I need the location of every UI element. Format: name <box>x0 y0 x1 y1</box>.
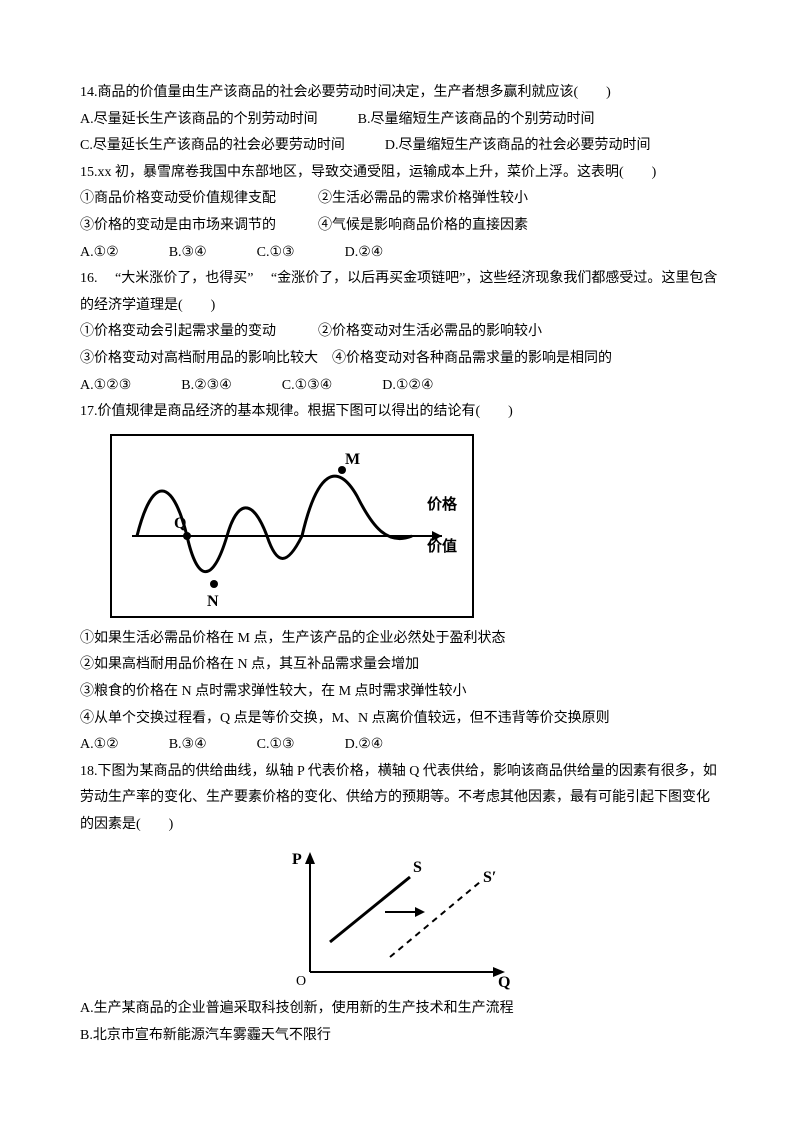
q17-chart: Q M N 价格 价值 <box>110 434 474 618</box>
q16-option-a: A.①②③ <box>80 373 131 400</box>
q18-label-Q: Q <box>498 974 510 991</box>
q15-option-b: B.③④ <box>169 240 207 267</box>
q15-option-c: C.①③ <box>257 240 295 267</box>
q14-option-b: B.尽量缩短生产该商品的个别劳动时间 <box>358 107 595 134</box>
q17-option-a: A.①② <box>80 732 119 759</box>
q17-stem: 17.价值规律是商品经济的基本规律。根据下图可以得出的结论有( ) <box>80 399 720 426</box>
q15-option-a: A.①② <box>80 240 119 267</box>
q18-label-S: S <box>413 859 422 876</box>
q15-statements-1: ①商品价格变动受价值规律支配 ②生活必需品的需求价格弹性较小 <box>80 186 720 213</box>
q16-options: A.①②③ B.②③④ C.①③④ D.①②④ <box>80 373 720 400</box>
q18-chart: P Q O S S′ <box>270 842 530 992</box>
q17-option-b: B.③④ <box>169 732 207 759</box>
q17-label-value: 价值 <box>427 537 457 555</box>
q18-label-S2: S′ <box>483 869 496 886</box>
q15-stem: 15.xx 初，暴雪席卷我国中东部地区，导致交通受阻，运输成本上升，菜价上浮。这… <box>80 160 720 187</box>
q15-statements-2: ③价格的变动是由市场来调节的 ④气候是影响商品价格的直接因素 <box>80 213 720 240</box>
q16-option-d: D.①②④ <box>382 373 433 400</box>
q14-option-d: D.尽量缩短生产该商品的社会必要劳动时间 <box>385 133 651 160</box>
q16-option-b: B.②③④ <box>181 373 232 400</box>
q17-option-d: D.②④ <box>345 732 384 759</box>
q17-statement-4: ④从单个交换过程看，Q 点是等价交换，M、N 点离价值较远，但不违背等价交换原则 <box>80 706 720 733</box>
q17-chart-svg: Q M N 价格 价值 <box>112 436 472 616</box>
document-page: 14.商品的价值量由生产该商品的社会必要劳动时间决定，生产者想多赢利就应该( )… <box>0 0 800 1090</box>
q14-option-a: A.尽量延长生产该商品的个别劳动时间 <box>80 107 318 134</box>
q18-option-b: B.北京市宣布新能源汽车雾霾天气不限行 <box>80 1023 720 1050</box>
q14-option-c: C.尽量延长生产该商品的社会必要劳动时间 <box>80 133 345 160</box>
q15-option-d: D.②④ <box>345 240 384 267</box>
q17-statement-1: ①如果生活必需品价格在 M 点，生产该产品的企业必然处于盈利状态 <box>80 626 720 653</box>
q17-option-c: C.①③ <box>257 732 295 759</box>
q16-statements-2: ③价格变动对高档耐用品的影响比较大 ④价格变动对各种商品需求量的影响是相同的 <box>80 346 720 373</box>
q16-option-c: C.①③④ <box>282 373 333 400</box>
q17-label-M: M <box>345 451 360 468</box>
q14-options-row2: C.尽量延长生产该商品的社会必要劳动时间 D.尽量缩短生产该商品的社会必要劳动时… <box>80 133 720 160</box>
q16-stem: 16. “大米涨价了，也得买” “金涨价了，以后再买金项链吧”，这些经济现象我们… <box>80 266 720 319</box>
q15-options: A.①② B.③④ C.①③ D.②④ <box>80 240 720 267</box>
q14-stem: 14.商品的价值量由生产该商品的社会必要劳动时间决定，生产者想多赢利就应该( ) <box>80 80 720 107</box>
q18-option-a: A.生产某商品的企业普遍采取科技创新，使用新的生产技术和生产流程 <box>80 996 720 1023</box>
q17-statement-3: ③粮食的价格在 N 点时需求弹性较大，在 M 点时需求弹性较小 <box>80 679 720 706</box>
q17-options: A.①② B.③④ C.①③ D.②④ <box>80 732 720 759</box>
q14-options-row1: A.尽量延长生产该商品的个别劳动时间 B.尽量缩短生产该商品的个别劳动时间 <box>80 107 720 134</box>
q18-stem: 18.下图为某商品的供给曲线，纵轴 P 代表价格，横轴 Q 代表供给，影响该商品… <box>80 759 720 839</box>
q17-label-price: 价格 <box>427 495 458 513</box>
q17-label-N: N <box>207 593 219 610</box>
q17-label-Q: Q <box>174 515 186 532</box>
q17-statement-2: ②如果高档耐用品价格在 N 点，其互补品需求量会增加 <box>80 652 720 679</box>
q18-label-O: O <box>296 974 306 989</box>
q16-statements-1: ①价格变动会引起需求量的变动 ②价格变动对生活必需品的影响较小 <box>80 319 720 346</box>
q18-label-P: P <box>292 851 302 868</box>
q18-chart-svg: P Q O S S′ <box>270 842 530 992</box>
